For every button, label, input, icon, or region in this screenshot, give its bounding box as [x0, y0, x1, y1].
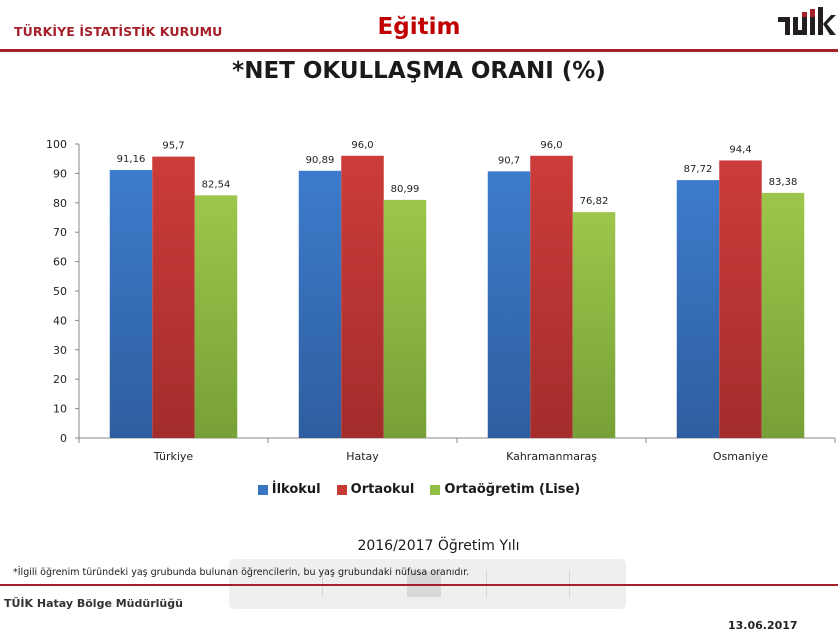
- data-label: 90,89: [306, 155, 335, 166]
- legend-label-ortaogretim: Ortaöğretim (Lise): [444, 482, 581, 497]
- bar-ortaogretim: [383, 199, 427, 438]
- legend-item-ortaokul: Ortaokul: [336, 482, 415, 497]
- y-tick-label: 90: [53, 167, 67, 180]
- chart-bars: [109, 155, 805, 439]
- category-label: Türkiye: [153, 450, 194, 463]
- data-label: 90,7: [498, 155, 520, 166]
- bar-ortaogretim: [761, 192, 805, 438]
- chart-labels: 91,16 95,7 82,54 Türkiye 90,89 96,0 80,99 Hatay…: [117, 140, 798, 463]
- tuik-logo: [778, 7, 836, 35]
- organization-name: TÜRKİYE İSTATİSTİK KURUMU: [14, 24, 223, 39]
- bar-ortaokul: [530, 155, 573, 438]
- legend-swatch-ortaokul: [336, 484, 347, 495]
- footer-divider: [0, 584, 838, 586]
- y-tick-label: 20: [53, 373, 67, 386]
- category-label: Osmaniye: [713, 450, 768, 463]
- data-label: 96,0: [351, 140, 373, 151]
- bar-ortaogretim: [572, 212, 616, 438]
- bar-ortaokul: [341, 155, 384, 438]
- y-tick-label: 80: [53, 197, 67, 210]
- bar-ortaogretim: [194, 195, 238, 438]
- bar-ilkokul: [487, 171, 531, 439]
- legend-label-ilkokul: İlkokul: [271, 482, 321, 497]
- legend-swatch-ilkokul: [257, 484, 268, 495]
- legend-label-ortaokul: Ortaokul: [350, 482, 415, 497]
- data-label: 95,7: [162, 141, 184, 152]
- y-tick-label: 50: [53, 285, 67, 298]
- data-label: 96,0: [540, 140, 562, 151]
- y-tick-label: 40: [53, 314, 67, 327]
- bar-ortaokul: [152, 156, 195, 438]
- bar-ilkokul: [109, 169, 153, 438]
- data-label: 94,4: [729, 144, 751, 155]
- data-label: 80,99: [391, 184, 420, 195]
- footnote: *İlgili öğrenim türündeki yaş grubunda b…: [13, 567, 470, 578]
- y-tick-label: 70: [53, 226, 67, 239]
- y-tick-label: 10: [53, 403, 67, 416]
- chart-title: *NET OKULLAŞMA ORANI (%): [232, 58, 606, 84]
- bar-ilkokul: [298, 170, 342, 439]
- bar-ortaokul: [719, 160, 762, 439]
- y-tick-label: 60: [53, 256, 67, 269]
- data-label: 82,54: [202, 179, 231, 190]
- y-tick-label: 30: [53, 344, 67, 357]
- legend-item-ortaogretim: Ortaöğretim (Lise): [430, 482, 580, 497]
- legend-swatch-ortaogretim: [430, 484, 441, 495]
- data-label: 83,38: [769, 177, 798, 188]
- header-divider: [0, 49, 838, 52]
- chart-legend: İlkokul Ortaokul Ortaöğretim (Lise): [0, 482, 838, 497]
- footer-organization: TÜİK Hatay Bölge Müdürlüğü: [4, 597, 183, 610]
- data-label: 87,72: [684, 164, 713, 175]
- data-label: 91,16: [117, 154, 146, 165]
- chart-subtitle: 2016/2017 Öğretim Yılı: [357, 538, 520, 554]
- footer-date: 13.06.2017: [728, 619, 798, 632]
- category-label: Kahramanmaraş: [506, 450, 597, 463]
- data-label: 76,82: [580, 196, 609, 207]
- bar-chart: 0 10 20 30 40 50 60 70 80 90 100 91,16 95,7 82,54 Tür…: [46, 138, 836, 463]
- section-title: Eğitim: [377, 14, 461, 40]
- category-label: Hatay: [346, 450, 379, 463]
- bar-ilkokul: [676, 180, 720, 438]
- y-tick-label: 100: [46, 138, 67, 151]
- y-tick-label: 0: [60, 432, 67, 445]
- legend-item-ilkokul: İlkokul: [257, 482, 321, 497]
